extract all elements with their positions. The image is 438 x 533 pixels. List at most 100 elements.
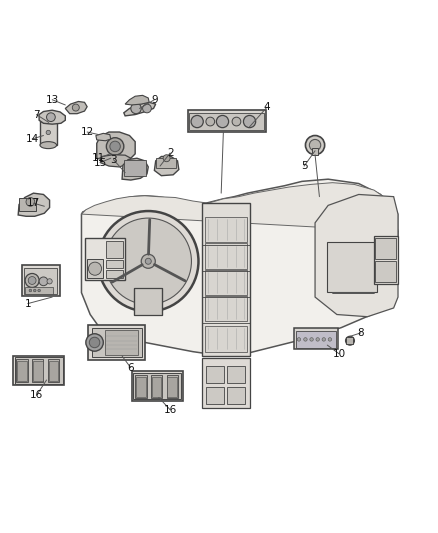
Circle shape	[145, 259, 151, 264]
Polygon shape	[39, 110, 65, 124]
Bar	[24, 268, 57, 294]
Bar	[205, 296, 247, 321]
Bar	[205, 244, 247, 269]
Bar	[33, 361, 42, 381]
Circle shape	[33, 289, 36, 292]
Text: 9: 9	[151, 95, 158, 104]
Bar	[189, 113, 264, 130]
Bar	[296, 331, 336, 348]
Bar	[135, 375, 147, 398]
Circle shape	[86, 334, 103, 351]
Bar	[156, 158, 176, 168]
Bar	[167, 377, 177, 397]
Polygon shape	[65, 101, 87, 114]
Circle shape	[297, 338, 300, 341]
Bar	[85, 238, 125, 280]
Bar	[294, 328, 338, 350]
Circle shape	[244, 116, 256, 128]
Bar	[151, 375, 162, 398]
Bar	[134, 288, 162, 314]
Circle shape	[39, 277, 48, 286]
Bar	[375, 261, 396, 282]
Bar	[205, 326, 247, 352]
Circle shape	[29, 289, 32, 292]
Bar	[312, 148, 318, 155]
Text: 4: 4	[264, 102, 270, 112]
Bar	[205, 270, 247, 295]
Bar	[375, 238, 396, 259]
Bar	[132, 372, 183, 401]
Bar	[134, 373, 181, 399]
Circle shape	[26, 198, 35, 206]
Bar	[206, 386, 224, 404]
Bar	[227, 386, 245, 404]
Circle shape	[38, 289, 40, 292]
Circle shape	[232, 117, 241, 126]
Circle shape	[316, 338, 319, 341]
Circle shape	[98, 211, 198, 311]
Text: 16: 16	[30, 390, 43, 400]
Circle shape	[143, 104, 151, 113]
Circle shape	[110, 141, 120, 152]
Circle shape	[191, 116, 203, 128]
Bar	[166, 375, 178, 398]
Circle shape	[106, 138, 124, 155]
Bar	[206, 366, 224, 383]
Bar	[106, 330, 138, 354]
Bar	[21, 265, 60, 296]
Circle shape	[309, 140, 321, 151]
Polygon shape	[125, 95, 149, 105]
Circle shape	[328, 338, 332, 341]
Circle shape	[72, 104, 79, 111]
Circle shape	[25, 273, 39, 287]
Circle shape	[310, 338, 313, 341]
Circle shape	[346, 336, 354, 345]
Bar	[202, 203, 250, 356]
Bar	[205, 217, 247, 243]
Polygon shape	[100, 155, 131, 167]
Text: 5: 5	[301, 161, 307, 171]
Text: 8: 8	[357, 328, 364, 338]
Bar	[124, 160, 146, 176]
Text: 2: 2	[167, 148, 173, 158]
Bar	[17, 361, 27, 381]
Circle shape	[216, 116, 229, 128]
Polygon shape	[81, 179, 398, 356]
Polygon shape	[124, 102, 155, 116]
Circle shape	[322, 338, 325, 341]
Bar	[106, 270, 123, 278]
Circle shape	[105, 218, 191, 304]
Bar	[48, 359, 59, 382]
Bar	[374, 236, 398, 284]
Circle shape	[305, 135, 325, 155]
Text: 3: 3	[110, 155, 117, 165]
Bar	[106, 241, 123, 258]
Text: 11: 11	[92, 153, 106, 163]
Ellipse shape	[40, 142, 57, 149]
Text: 15: 15	[94, 158, 107, 167]
Text: 12: 12	[81, 127, 94, 137]
Polygon shape	[97, 132, 135, 161]
Circle shape	[46, 113, 55, 122]
Circle shape	[206, 117, 215, 126]
Text: 13: 13	[46, 95, 59, 104]
Polygon shape	[96, 133, 111, 141]
Text: 1: 1	[25, 298, 31, 309]
Polygon shape	[315, 195, 398, 317]
Bar	[14, 357, 63, 384]
Bar	[136, 377, 146, 397]
Bar	[346, 337, 353, 344]
Circle shape	[88, 262, 102, 275]
Circle shape	[141, 254, 155, 268]
Bar	[13, 356, 64, 385]
Polygon shape	[122, 158, 148, 180]
Bar	[49, 361, 58, 381]
Bar	[87, 259, 103, 278]
Bar	[92, 328, 142, 357]
Polygon shape	[154, 157, 179, 176]
Bar	[106, 260, 123, 268]
Bar	[40, 120, 57, 145]
Circle shape	[163, 155, 170, 161]
Bar	[19, 198, 36, 211]
Polygon shape	[81, 183, 398, 231]
